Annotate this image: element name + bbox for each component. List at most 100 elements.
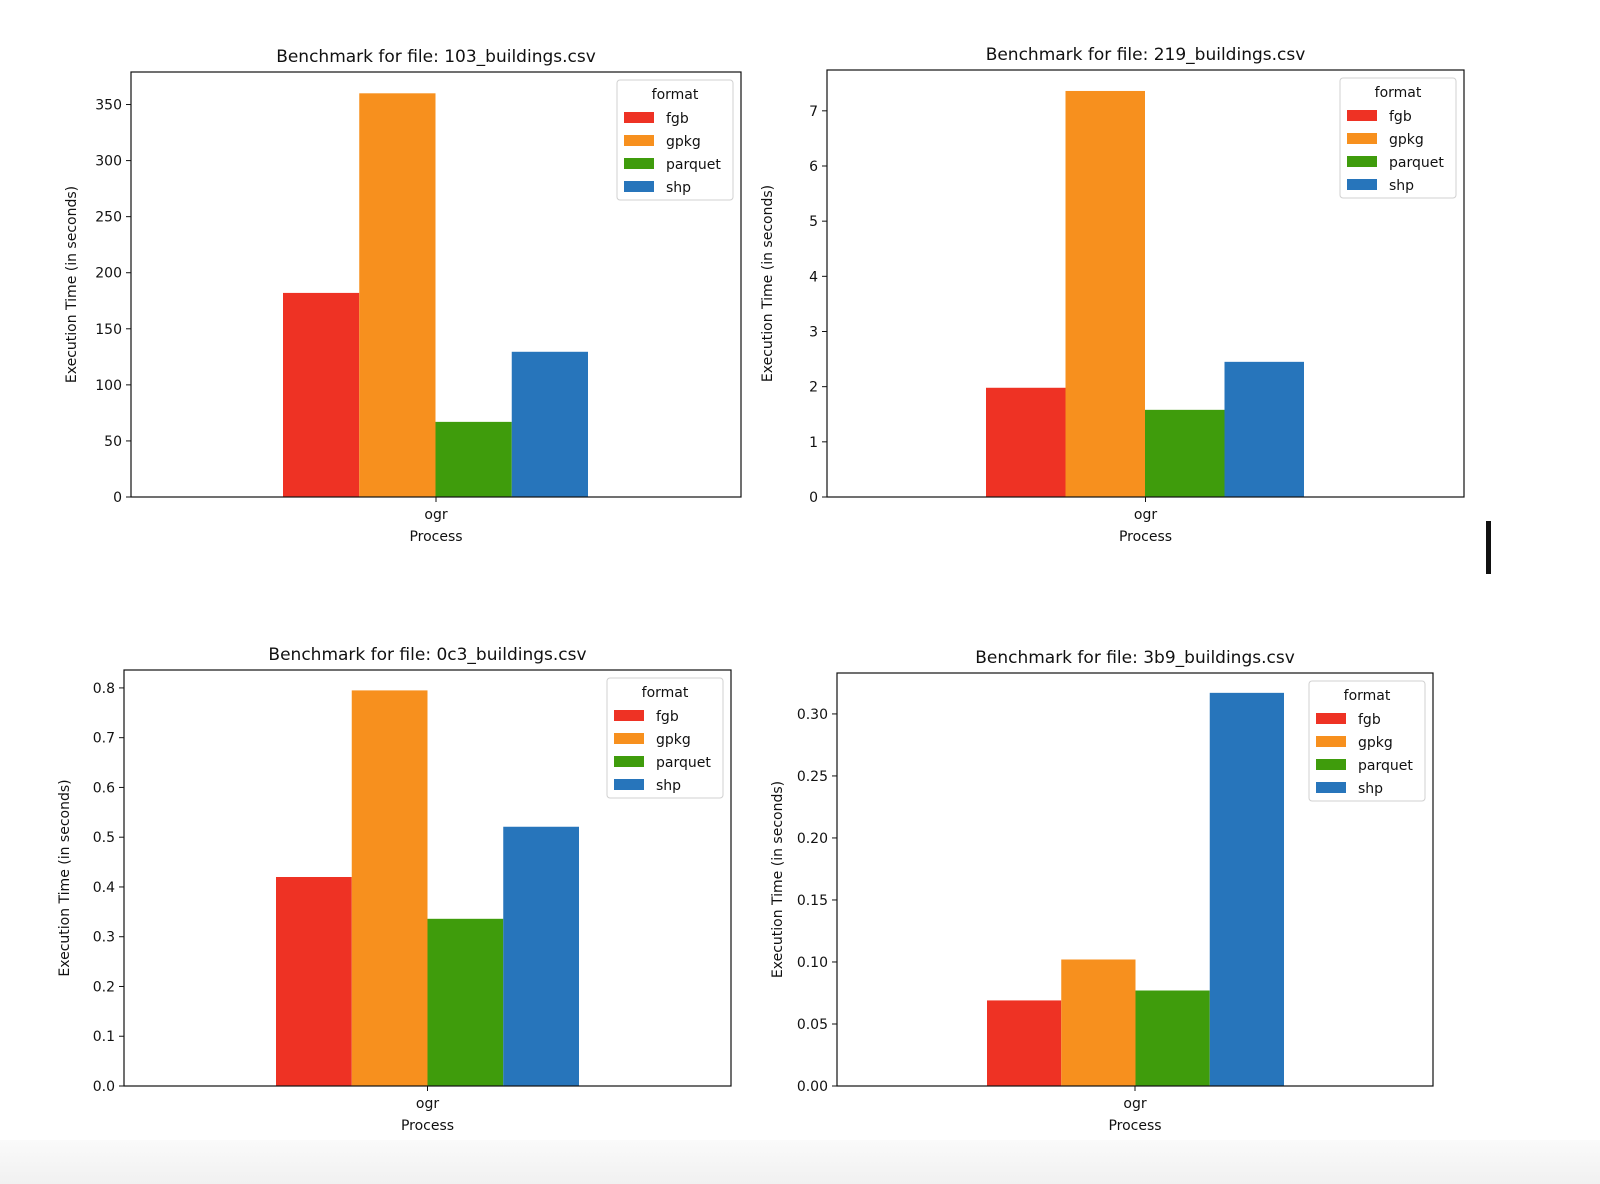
y-tick-label: 4 [809, 269, 818, 285]
y-tick-label: 6 [809, 159, 818, 175]
y-tick-label: 5 [809, 214, 818, 230]
bar-parquet [1145, 409, 1225, 497]
legend-label-fgb: fgb [666, 111, 689, 127]
legend-swatch-shp [1316, 782, 1346, 793]
subplot: 0 50 100 150 200 250 300 350 ogr Process Benchmark… [64, 47, 742, 545]
bar-parquet [435, 421, 512, 497]
legend-swatch-fgb [1316, 713, 1346, 724]
legend-swatch-fgb [624, 112, 654, 123]
legend-label-shp: shp [656, 778, 681, 794]
legend: format fgb gpkg parquet shp [1339, 77, 1457, 199]
legend-label-shp: shp [1389, 178, 1414, 194]
legend-label-parquet: parquet [656, 755, 711, 771]
y-tick-label: 0.10 [797, 955, 828, 971]
y-tick-label: 300 [95, 154, 122, 170]
legend-label-gpkg: gpkg [666, 134, 701, 150]
chart-title: Benchmark for file: 103_buildings.csv [276, 47, 596, 67]
y-tick-label: 100 [95, 378, 122, 394]
x-tick-label: ogr [416, 1096, 439, 1112]
bar-parquet [427, 918, 504, 1086]
legend-box [606, 677, 724, 799]
x-tick-label: ogr [1134, 507, 1157, 523]
subplot: 0 1 2 3 4 5 6 7 ogr Process Benchmark for file: 21… [760, 45, 1465, 545]
legend-box [616, 79, 734, 201]
y-tick-label: 0.4 [93, 880, 115, 896]
legend-label-shp: shp [666, 180, 691, 196]
y-tick-label: 0 [113, 490, 122, 506]
bar-gpkg [1065, 90, 1145, 498]
y-tick-label: 350 [95, 98, 122, 114]
x-axis-label: Process [401, 1118, 454, 1134]
subplot: 0.00 0.05 0.10 0.15 0.20 0.25 0.30 ogr Process Be… [770, 648, 1434, 1134]
bar-fgb [283, 292, 360, 497]
legend-label-gpkg: gpkg [656, 732, 691, 748]
x-tick-label: ogr [424, 507, 447, 523]
bar-shp [1224, 361, 1304, 497]
y-tick-label: 0.30 [797, 707, 828, 723]
text-cursor [1486, 521, 1491, 574]
bar-gpkg [359, 93, 436, 498]
y-tick-label: 250 [95, 210, 122, 226]
bar-fgb [276, 877, 352, 1086]
y-axis-label: Execution Time (in seconds) [770, 781, 786, 978]
legend-swatch-parquet [1316, 759, 1346, 770]
legend-swatch-shp [624, 181, 654, 192]
y-axis-label: Execution Time (in seconds) [57, 779, 73, 976]
y-tick-label: 7 [809, 104, 818, 120]
y-tick-label: 0.8 [93, 681, 115, 697]
bar-parquet [1135, 990, 1210, 1086]
legend-label-parquet: parquet [666, 157, 721, 173]
legend-label-gpkg: gpkg [1358, 735, 1393, 751]
bar-shp [503, 826, 579, 1086]
bar-shp [1209, 692, 1284, 1086]
legend: format fgb gpkg parquet shp [616, 79, 734, 201]
legend-swatch-gpkg [1316, 736, 1346, 747]
y-axis-label: Execution Time (in seconds) [760, 185, 776, 382]
x-axis-label: Process [1119, 529, 1172, 545]
y-tick-label: 0.7 [93, 731, 115, 747]
chart-title: Benchmark for file: 219_buildings.csv [986, 45, 1306, 65]
y-tick-label: 0.0 [93, 1079, 115, 1095]
legend-swatch-gpkg [624, 135, 654, 146]
y-tick-label: 0 [809, 490, 818, 506]
legend-title: format [652, 87, 699, 103]
chart-title: Benchmark for file: 0c3_buildings.csv [268, 645, 586, 665]
bar-shp [511, 351, 588, 497]
bottom-strip [0, 1140, 1600, 1184]
legend-label-fgb: fgb [1358, 712, 1381, 728]
legend-swatch-parquet [614, 756, 644, 767]
x-axis-label: Process [409, 529, 462, 545]
legend-swatch-shp [614, 779, 644, 790]
y-tick-label: 150 [95, 322, 122, 338]
y-tick-label: 0.3 [93, 930, 115, 946]
y-tick-label: 0.00 [797, 1079, 828, 1095]
y-tick-label: 0.05 [797, 1017, 828, 1033]
y-tick-label: 2 [809, 380, 818, 396]
chart-title: Benchmark for file: 3b9_buildings.csv [975, 648, 1295, 668]
legend-title: format [1375, 85, 1422, 101]
legend-label-fgb: fgb [656, 709, 679, 725]
subplot: 0.0 0.1 0.2 0.3 0.4 0.5 0.6 0.7 0.8 ogr Process Ben… [57, 645, 732, 1134]
y-tick-label: 1 [809, 435, 818, 451]
legend-label-gpkg: gpkg [1389, 132, 1424, 148]
legend-swatch-gpkg [1347, 133, 1377, 144]
y-tick-label: 0.1 [93, 1029, 115, 1045]
legend-label-fgb: fgb [1389, 109, 1412, 125]
legend-swatch-shp [1347, 179, 1377, 190]
y-tick-label: 0.6 [93, 780, 115, 796]
legend-title: format [1344, 688, 1391, 704]
y-tick-label: 0.2 [93, 979, 115, 995]
legend: format fgb gpkg parquet shp [606, 677, 724, 799]
y-tick-label: 50 [104, 434, 122, 450]
legend-label-parquet: parquet [1358, 758, 1413, 774]
legend-swatch-gpkg [614, 733, 644, 744]
legend-swatch-fgb [1347, 110, 1377, 121]
y-tick-label: 0.20 [797, 831, 828, 847]
x-tick-label: ogr [1123, 1096, 1146, 1112]
y-tick-label: 0.15 [797, 893, 828, 909]
legend-label-shp: shp [1358, 781, 1383, 797]
y-tick-label: 0.25 [797, 769, 828, 785]
legend-label-parquet: parquet [1389, 155, 1444, 171]
legend-swatch-fgb [614, 710, 644, 721]
